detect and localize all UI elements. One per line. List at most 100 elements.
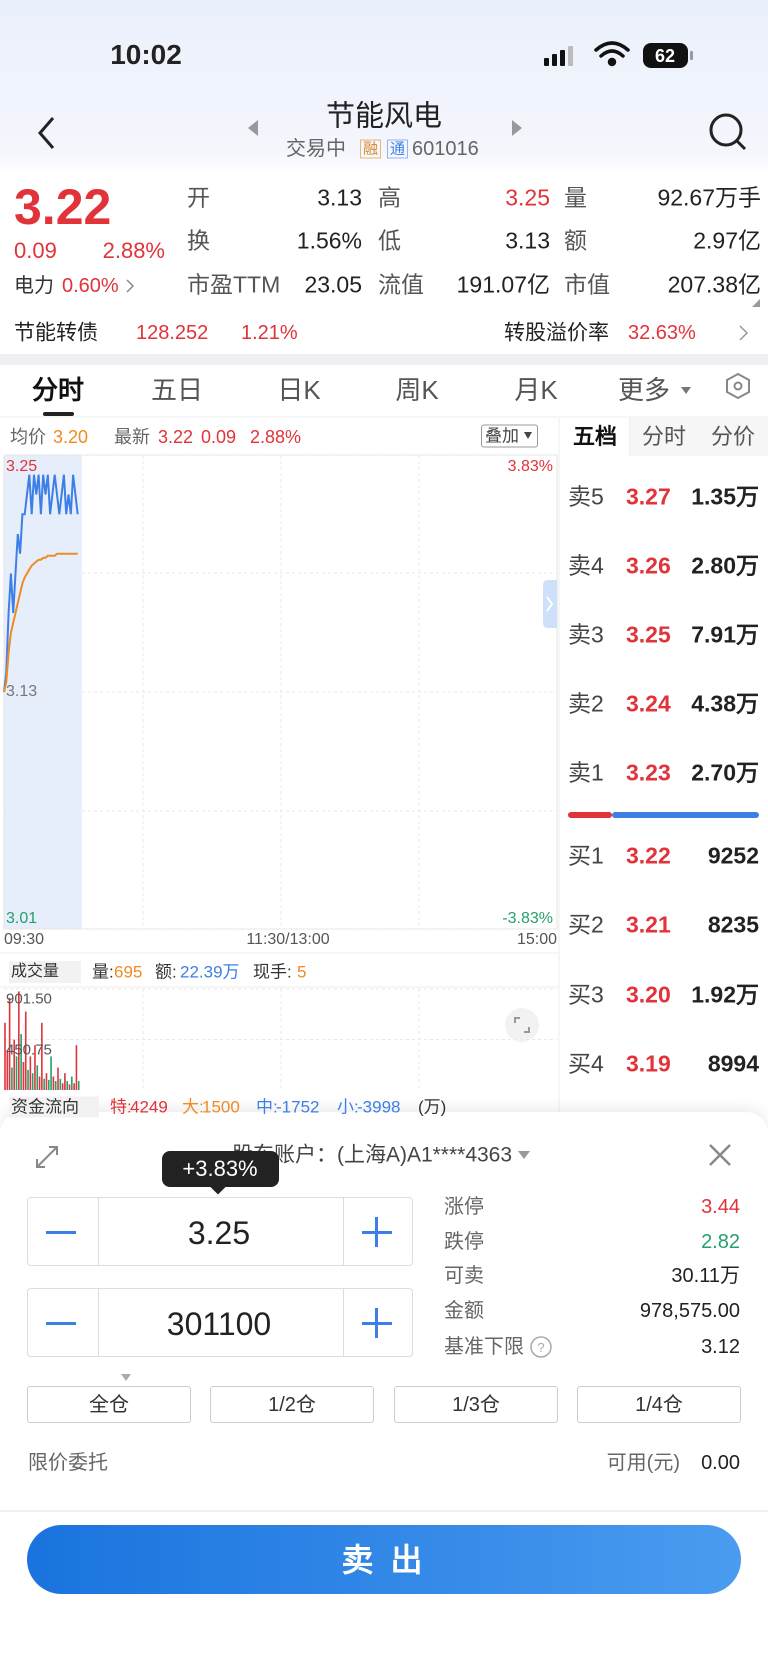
level-price: 3.27 [626, 483, 671, 510]
info-value: 978,575.00 [639, 1300, 740, 1322]
volume-bar [31, 1073, 34, 1090]
order-tab[interactable]: 五档 [572, 424, 618, 449]
sector: 电力 [14, 275, 54, 297]
volume-bar [13, 1039, 16, 1090]
order-type[interactable]: 限价委托 [28, 1452, 108, 1474]
tab[interactable]: 月K [514, 375, 558, 405]
volume-bar [71, 1076, 73, 1090]
latest-label: 最新 [114, 427, 150, 447]
fund-flow-value: -1752 [276, 1097, 320, 1117]
volume-stat-value: 695 [114, 962, 143, 982]
premium-label: 转股溢价率 [504, 321, 609, 345]
prev-stock[interactable] [248, 120, 258, 136]
tab[interactable]: 分时 [31, 375, 85, 405]
clock: 10:02 [110, 39, 182, 70]
volume-bar [36, 1065, 39, 1090]
avg-value: 3.20 [53, 427, 89, 447]
volume-bar [77, 1081, 80, 1090]
volume-stat-label: 额: [155, 962, 177, 982]
panel-handle[interactable] [543, 580, 557, 628]
tab[interactable]: 周K [395, 375, 439, 405]
input-divider [98, 1198, 99, 1265]
position-label: 全仓 [89, 1394, 129, 1416]
fund-flow-value: 4249 [130, 1097, 168, 1117]
input-divider [98, 1289, 99, 1356]
position-button[interactable] [577, 1386, 741, 1423]
price-change: 0.09 [14, 238, 57, 263]
field-label: 市值 [564, 271, 610, 298]
tab[interactable]: 日K [277, 375, 321, 405]
info-value: 30.11万 [671, 1265, 740, 1287]
battery-level: 62 [654, 46, 676, 66]
volume-bar [52, 1076, 55, 1090]
overlay-button[interactable]: 叠加 [481, 424, 538, 448]
sector-pct: 0.60% [62, 275, 119, 297]
fund-flow-label: 小: [337, 1097, 359, 1117]
level-label: 卖2 [568, 690, 604, 717]
level-label: 卖1 [568, 759, 604, 786]
search-button[interactable] [709, 113, 747, 151]
price-input[interactable] [27, 1197, 413, 1266]
latest-value: 3.22 [158, 427, 194, 447]
minus-button[interactable] [46, 1322, 76, 1325]
account-selector[interactable]: 股东账户：(上海A)A1****4363 [231, 1143, 513, 1167]
quantity-input-value[interactable]: 301100 [166, 1306, 272, 1342]
volume-bar [43, 1078, 45, 1090]
info-label: 基准下限 [444, 1336, 524, 1358]
bond-name: 节能转债 [14, 321, 98, 345]
info-value: 3.44 [701, 1196, 740, 1218]
position-label: 1/2仓 [268, 1394, 316, 1416]
stock-name: 节能风电 [325, 100, 443, 133]
position-button[interactable] [27, 1386, 191, 1423]
quantity-input[interactable] [27, 1288, 413, 1357]
x-tick-label: 11:30/13:00 [246, 931, 330, 948]
back-button[interactable] [38, 117, 55, 149]
settings-icon[interactable] [726, 372, 750, 400]
volume-selector[interactable]: 成交量 [9, 961, 82, 983]
pct-label: 3.83% [507, 458, 553, 475]
volume-bar [20, 1033, 22, 1090]
help-icon[interactable] [530, 1336, 552, 1358]
order-tab[interactable]: 分时 [641, 424, 687, 449]
plus-button-bar [375, 1308, 378, 1338]
position-button[interactable] [210, 1386, 374, 1423]
info-label: 金额 [444, 1300, 484, 1322]
order-tab-active [561, 418, 630, 456]
level-label: 卖4 [568, 552, 604, 579]
price-input-value[interactable]: 3.25 [187, 1215, 251, 1251]
volume-bar [15, 1056, 18, 1090]
level-price: 3.24 [626, 690, 671, 717]
volume-bar [11, 1067, 13, 1090]
tab[interactable]: 五日 [150, 375, 204, 405]
expand-icon[interactable] [36, 1146, 58, 1168]
y-tick-label: 3.01 [6, 910, 38, 927]
level-volume: 4.38万 [691, 690, 759, 717]
trade-status: 交易中 [286, 138, 346, 160]
next-stock[interactable] [512, 120, 522, 136]
tab[interactable]: 更多 [617, 375, 671, 405]
volume-stat-label: 量: [92, 962, 114, 982]
more-caret [681, 387, 691, 394]
stock-code: 601016 [412, 138, 479, 160]
field-value: 23.05 [304, 271, 362, 298]
volume-bar [47, 1079, 50, 1090]
level-price: 3.25 [626, 621, 671, 648]
volume-bar [24, 1011, 27, 1090]
fullscreen-icon[interactable] [505, 1008, 539, 1042]
field-label: 流值 [378, 271, 424, 298]
order-tab[interactable]: 分价 [710, 424, 756, 449]
sell-button[interactable] [27, 1525, 741, 1594]
volume-bar [68, 1084, 71, 1090]
close-button[interactable] [709, 1144, 731, 1166]
field-label: 市盈TTM [187, 271, 281, 298]
info-label: 可卖 [444, 1265, 484, 1287]
volume-bar [6, 1050, 9, 1090]
volume-bar [57, 1067, 59, 1090]
volume-bar [73, 1083, 75, 1090]
fund-flow-selector[interactable]: 资金流向 [9, 1096, 99, 1118]
position-button[interactable] [394, 1386, 558, 1423]
signal-icon [544, 46, 573, 66]
minus-button[interactable] [46, 1231, 76, 1234]
volume-bar [22, 1061, 25, 1090]
